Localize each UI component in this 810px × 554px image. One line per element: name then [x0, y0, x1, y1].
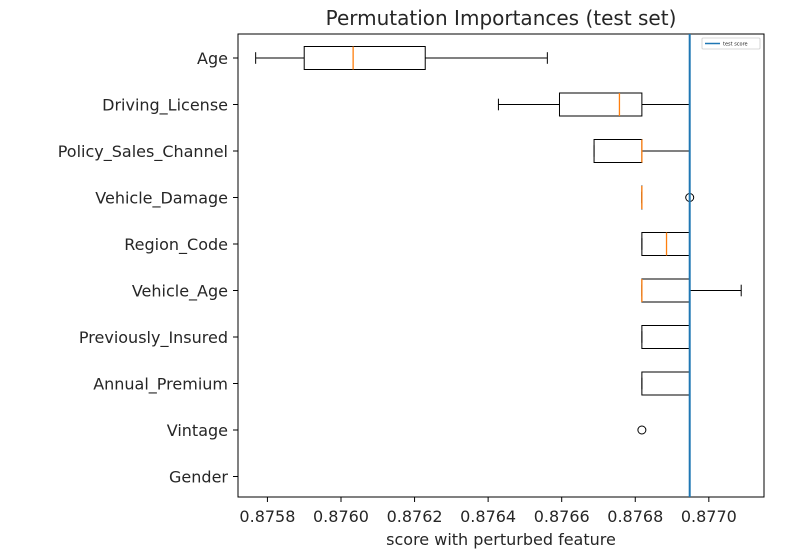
- y-tick-label: Policy_Sales_Channel: [58, 142, 228, 162]
- box-iqr: [641, 278, 691, 303]
- y-tick-label: Region_Code: [124, 235, 228, 255]
- y-tick-label: Vehicle_Damage: [95, 189, 228, 209]
- x-tick-label: 0.8764: [460, 507, 516, 526]
- y-tick-label: Driving_License: [102, 96, 228, 116]
- x-axis-label: score with perturbed feature: [386, 530, 616, 549]
- box-annual-premium: Annual_Premium: [93, 371, 691, 396]
- y-tick-label: Gender: [169, 468, 228, 487]
- box-iqr: [641, 371, 691, 396]
- outlier-point: [637, 425, 647, 435]
- chart-marks: 0.8758 0.8760 0.8762 0.8764 0.8766 0.8768 0.87…: [58, 34, 742, 526]
- x-tick-label: 0.8770: [681, 507, 737, 526]
- x-tick-label: 0.8766: [534, 507, 590, 526]
- y-tick-label: Vehicle_Age: [132, 282, 228, 302]
- box-gender: Gender: [169, 464, 691, 489]
- y-tick-label: Annual_Premium: [93, 375, 228, 395]
- legend-label-test-score: test score: [723, 42, 748, 48]
- box-policy-sales-channel: Policy_Sales_Channel: [58, 139, 691, 163]
- plot-area-frame: [237, 33, 765, 498]
- box-iqr: [303, 46, 426, 70]
- y-tick-label: Vintage: [167, 421, 228, 440]
- x-tick-label: 0.8760: [313, 507, 369, 526]
- y-tick-label: Previously_Insured: [79, 328, 228, 348]
- box-iqr: [593, 139, 643, 163]
- box-iqr: [641, 232, 691, 256]
- chart-legend: test score: [701, 37, 761, 50]
- box-vintage: Vintage: [167, 418, 691, 442]
- box-previously-insured: Previously_Insured: [79, 325, 691, 349]
- box-region-code: Region_Code: [124, 232, 691, 256]
- box-driving-license: Driving_License: [102, 92, 691, 117]
- chart-title: Permutation Importances (test set): [326, 6, 677, 30]
- box-iqr: [641, 325, 691, 349]
- x-tick-label: 0.8762: [387, 507, 443, 526]
- y-tick-label: Age: [197, 49, 228, 68]
- box-age: Age: [197, 46, 548, 70]
- legend-frame: [701, 37, 761, 50]
- box-vehicle-age: Vehicle_Age: [132, 278, 742, 303]
- x-tick-label: 0.8768: [607, 507, 663, 526]
- x-tick-label: 0.8758: [239, 507, 295, 526]
- box-vehicle-damage: Vehicle_Damage: [95, 185, 695, 210]
- box-iqr: [558, 92, 643, 117]
